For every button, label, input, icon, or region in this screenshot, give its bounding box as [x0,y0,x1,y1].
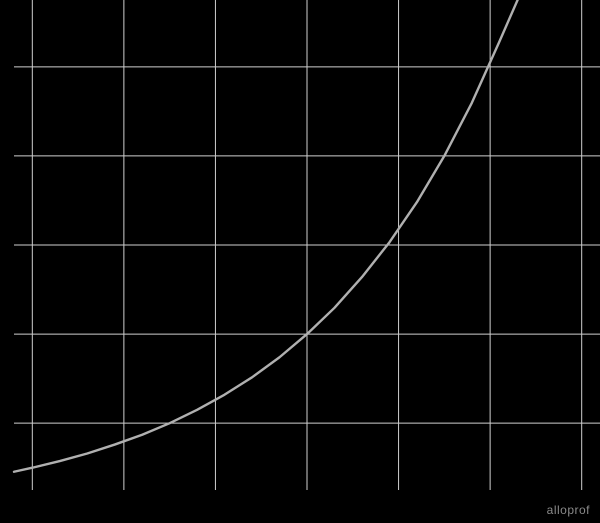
chart-container: alloprof [0,0,600,523]
chart-background [0,0,600,523]
watermark: alloprof [547,503,590,517]
chart-svg [0,0,600,523]
